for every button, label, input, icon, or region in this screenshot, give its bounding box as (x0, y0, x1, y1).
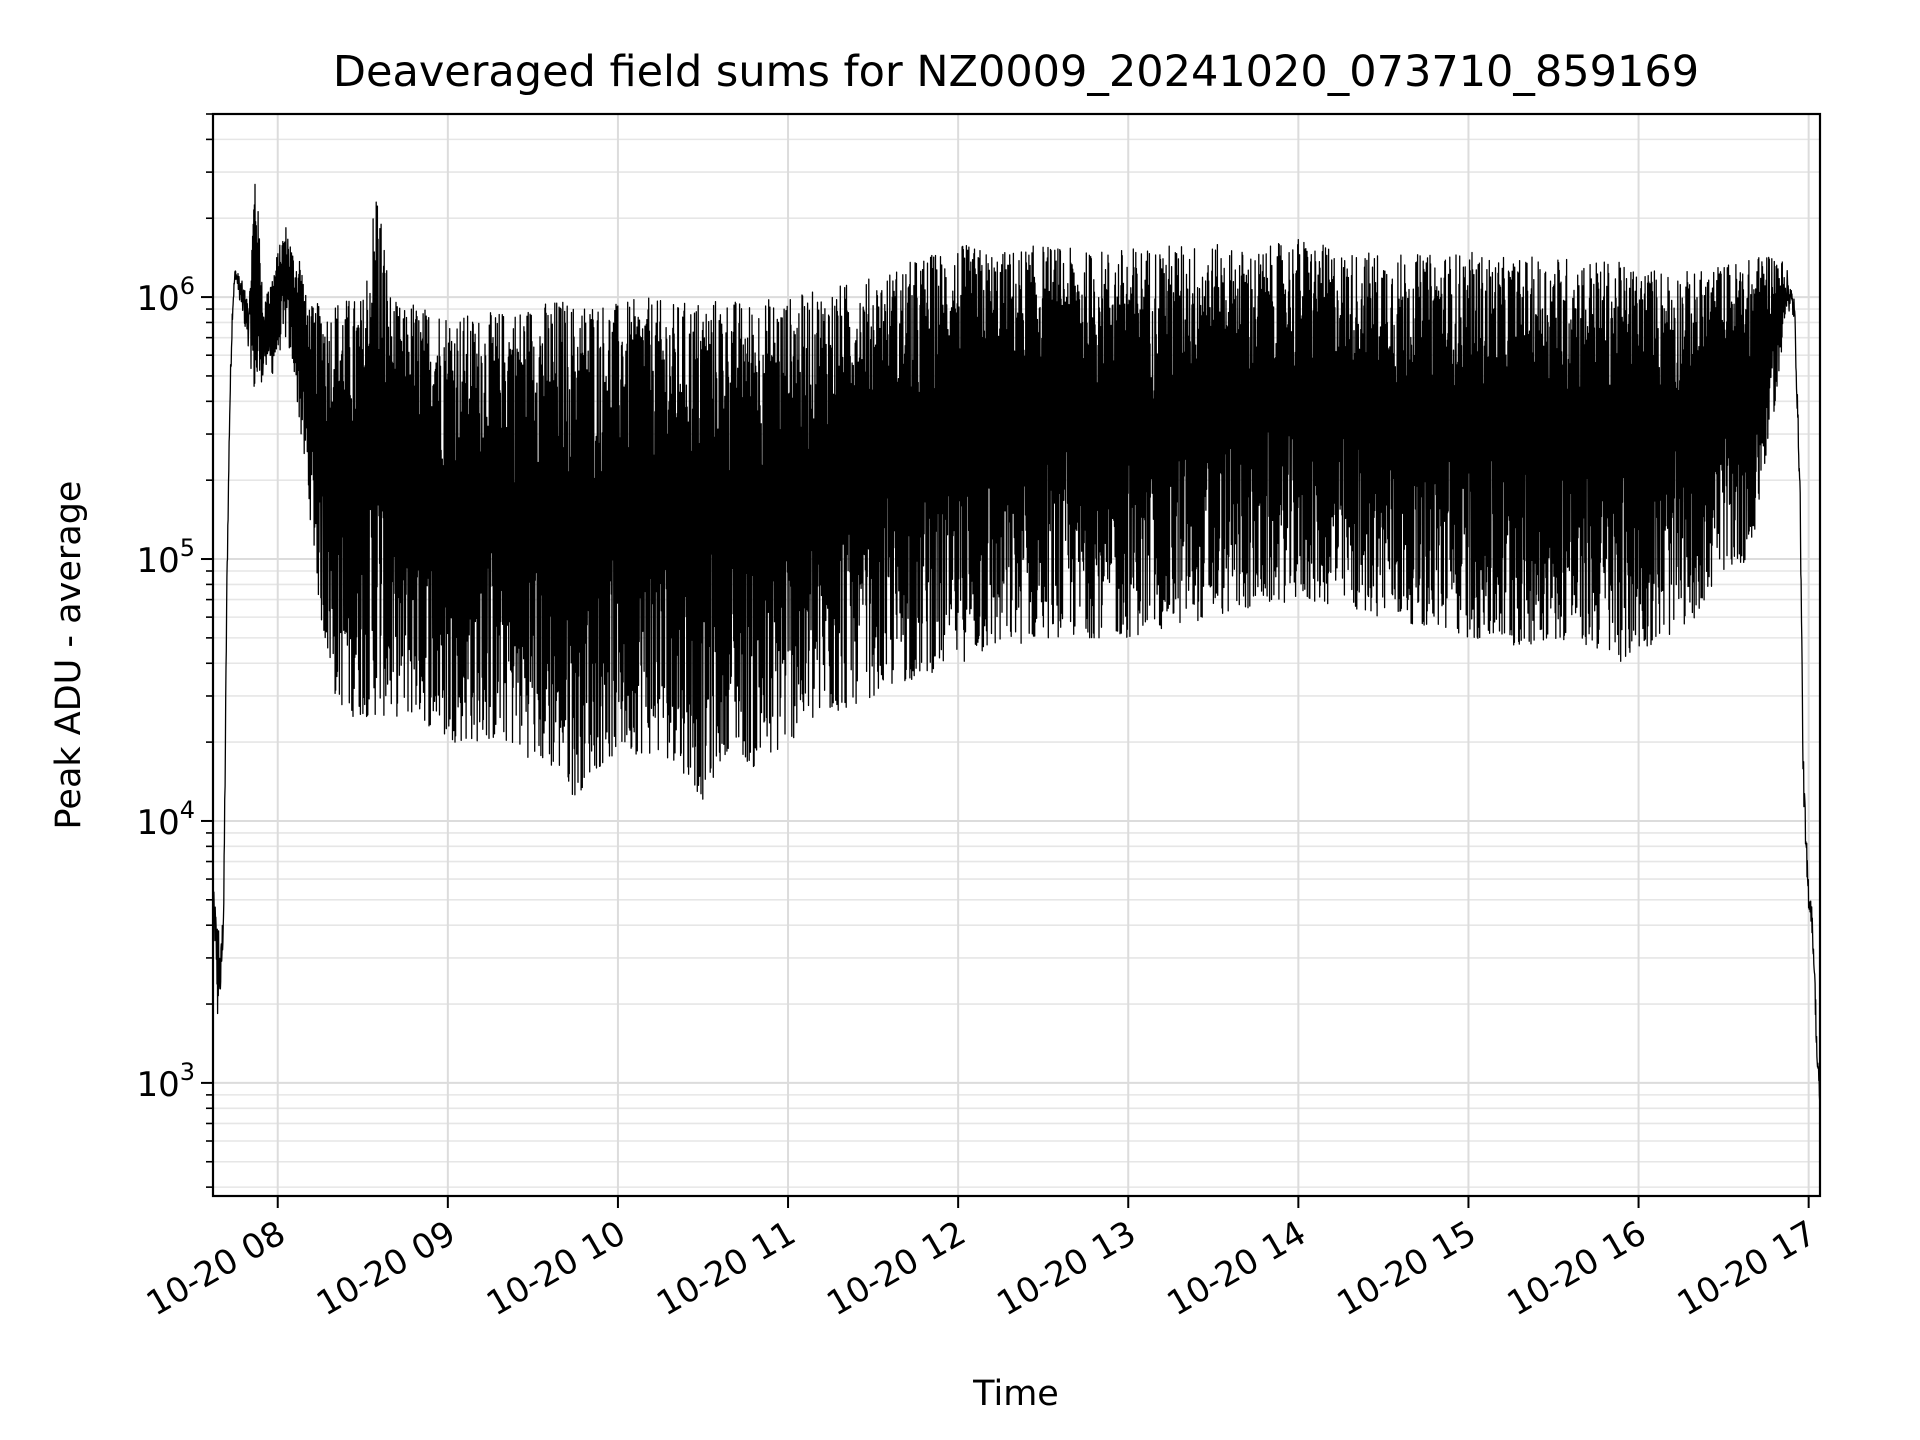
data-series (212, 183, 1821, 1102)
chart-title: Deaveraged field sums for NZ0009_2024102… (333, 47, 1699, 97)
y-tick-label: 105 (136, 534, 195, 581)
y-tick-label: 106 (136, 272, 195, 319)
series-line (212, 183, 1821, 1102)
x-axis: 10-20 08 10-20 09 10-20 10 10-20 11 10-20 12… (140, 1196, 1823, 1324)
x-tick-label: 10-20 16 (1501, 1213, 1653, 1324)
y-tick-label: 104 (136, 796, 195, 843)
x-axis-label: Time (972, 1374, 1059, 1414)
x-tick-label: 10-20 08 (140, 1213, 292, 1324)
x-tick-label: 10-20 14 (1160, 1213, 1312, 1324)
x-tick-label: 10-20 15 (1331, 1213, 1483, 1324)
y-tick-label: 103 (136, 1058, 195, 1105)
x-tick-label: 10-20 11 (650, 1213, 802, 1324)
x-tick-label: 10-20 13 (990, 1213, 1142, 1324)
y-axis: 103 104 105 106 (136, 113, 213, 1188)
y-axis-label: Peak ADU - average (49, 481, 89, 830)
x-tick-label: 10-20 12 (820, 1213, 972, 1324)
x-tick-label: 10-20 10 (480, 1213, 632, 1324)
x-tick-label: 10-20 17 (1671, 1213, 1823, 1324)
x-tick-label: 10-20 09 (310, 1213, 462, 1324)
plot-frame (211, 112, 1822, 1198)
